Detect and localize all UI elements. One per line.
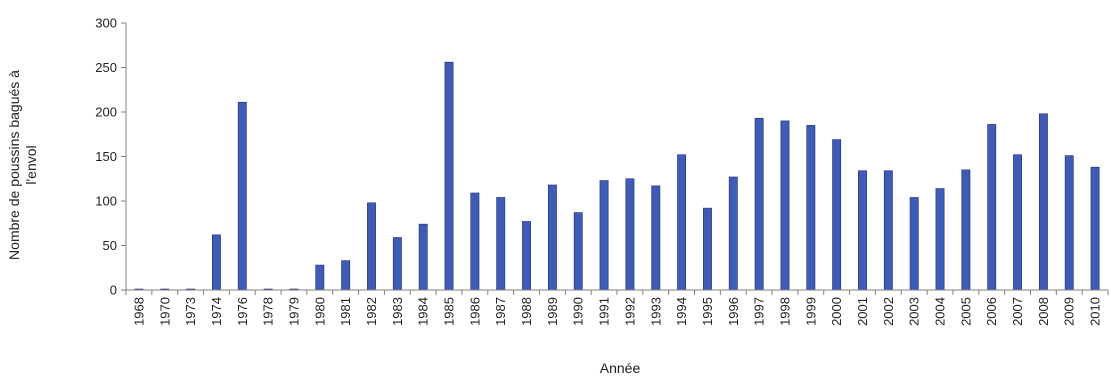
bar-2007 [1013, 154, 1022, 291]
bar-1980 [315, 264, 325, 291]
x-tick-label: 1992 [622, 297, 637, 326]
x-tick-label: 1974 [209, 297, 224, 326]
bar-2006 [987, 124, 997, 291]
y-tick-label: 100 [95, 194, 117, 209]
y-tick-label: 200 [95, 105, 117, 120]
bar-2005 [961, 169, 971, 291]
x-tick-label: 2001 [855, 297, 870, 326]
x-tick-label: 1989 [545, 297, 560, 326]
y-tick-label: 0 [110, 283, 117, 298]
bar-2001 [858, 170, 867, 291]
bar-1974 [212, 234, 221, 291]
bar-2004 [935, 188, 945, 291]
bar-1991 [599, 180, 609, 291]
x-tick-label: 1982 [364, 297, 379, 326]
y-tick-label: 250 [95, 60, 117, 75]
y-axis-title-line-2: l'envol [23, 145, 39, 184]
x-tick-label: 1985 [442, 297, 457, 326]
y-tick-label: 150 [95, 149, 117, 164]
x-tick-label: 2004 [933, 297, 948, 326]
x-tick-label: 1997 [752, 297, 767, 326]
x-tick-label: 1990 [571, 297, 586, 326]
x-tick-label: 1986 [467, 297, 482, 326]
x-tick-label: 1968 [131, 297, 146, 326]
x-tick-label: 1983 [390, 297, 405, 326]
bar-1993 [651, 185, 661, 291]
x-tick-label: 1970 [157, 297, 172, 326]
y-tick-label: 300 [95, 16, 117, 31]
bar-1988 [522, 221, 531, 291]
bar-1992 [625, 178, 635, 291]
x-tick-label: 2005 [958, 297, 973, 326]
x-tick-label: 1998 [777, 297, 792, 326]
bar-2008 [1038, 113, 1048, 291]
x-tick-label: 2002 [881, 297, 896, 326]
bar-2000 [832, 139, 842, 291]
x-tick-label: 1978 [261, 297, 276, 326]
x-tick-label: 1996 [726, 297, 741, 326]
x-tick-label: 2008 [1036, 297, 1051, 326]
x-tick-label: 1984 [416, 297, 431, 326]
bar-2009 [1064, 155, 1074, 291]
bar-1982 [367, 202, 376, 291]
x-axis: 1968 1970 1973 1974 1976 1978 1979 1980 1981 1982… [125, 289, 1109, 326]
y-axis-title: Nombre de poussins bagués à l'envol [6, 70, 39, 260]
bar-1985 [444, 61, 454, 291]
x-tick-label: 1988 [519, 297, 534, 326]
x-tick-label: 1987 [493, 297, 508, 326]
y-tick-label: 50 [103, 238, 117, 253]
bar-1998 [780, 120, 790, 291]
bar-1994 [677, 154, 687, 291]
bar-2010 [1090, 166, 1100, 291]
x-tick-label: 1981 [338, 297, 353, 326]
bar-1997 [754, 117, 764, 291]
bar-2002 [883, 170, 893, 291]
bars [134, 61, 1100, 291]
bar-1989 [547, 184, 557, 291]
x-tick-label: 1976 [235, 297, 250, 326]
bar-1996 [728, 176, 738, 291]
x-tick-label: 1979 [286, 297, 301, 326]
bar-1983 [392, 237, 402, 291]
bar-1999 [806, 125, 816, 291]
bar-2003 [909, 197, 919, 291]
x-tick-label: 2007 [1010, 297, 1025, 326]
x-tick-label: 2010 [1088, 297, 1103, 326]
x-tick-label: 1991 [597, 297, 612, 326]
y-axis-title-line-1: Nombre de poussins bagués à [6, 70, 22, 260]
x-tick-label: 2003 [907, 297, 922, 326]
bar-1995 [703, 207, 712, 291]
x-tick-label: 2006 [984, 297, 999, 326]
x-tick-label: 1980 [312, 297, 327, 326]
bar-1990 [573, 212, 583, 291]
x-tick-label: 1999 [803, 297, 818, 326]
bar-1987 [496, 197, 506, 291]
x-tick-label: 1993 [648, 297, 663, 326]
y-axis: 0 50 100 150 200 250 300 [95, 16, 127, 298]
x-axis-title: Année [600, 360, 641, 376]
x-tick-label: 2009 [1062, 297, 1077, 326]
x-tick-label: 2000 [829, 297, 844, 326]
bar-1976 [237, 101, 247, 291]
x-tick-label: 1995 [700, 297, 715, 326]
x-tick-label: 1973 [183, 297, 198, 326]
bar-1984 [418, 223, 428, 291]
x-tick-label: 1994 [674, 297, 689, 326]
bar-1981 [341, 260, 351, 291]
bar-1986 [470, 192, 480, 291]
